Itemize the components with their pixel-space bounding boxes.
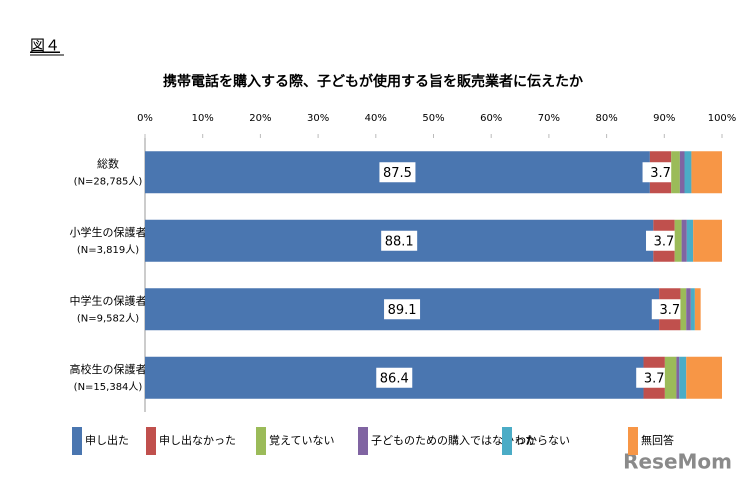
legend-swatch — [72, 427, 82, 455]
data-label-box — [384, 299, 421, 320]
data-label-box — [379, 162, 416, 183]
watermark: ReseMom — [623, 450, 732, 474]
data-label: 3.7 — [644, 371, 665, 386]
data-label: 89.1 — [388, 303, 417, 318]
legend-swatch — [358, 427, 368, 455]
bar-segment — [671, 151, 680, 194]
bar-segment — [676, 356, 680, 399]
x-tick-label: 40% — [365, 113, 387, 124]
data-label: 86.4 — [380, 371, 409, 386]
data-label: 3.7 — [654, 234, 675, 249]
y-tick-note: (N=3,819人) — [77, 244, 139, 256]
bar-segment — [679, 356, 687, 399]
data-label-box — [376, 367, 413, 388]
x-tick-label: 10% — [192, 113, 214, 124]
bar-segment — [681, 219, 687, 262]
data-label: 88.1 — [385, 234, 414, 249]
legend-label: 覚えていない — [269, 434, 334, 447]
bar-segment — [664, 356, 677, 399]
y-tick-note: (N=15,384人) — [74, 381, 143, 393]
legend-swatch — [502, 427, 512, 455]
y-tick-note: (N=9,582人) — [77, 312, 139, 324]
x-tick-label: 60% — [480, 113, 502, 124]
data-label-box — [636, 367, 673, 388]
legend-swatch — [256, 427, 266, 455]
bar-segment — [680, 288, 687, 331]
x-tick-label: 90% — [653, 113, 675, 124]
y-tick-label: 総数 — [97, 156, 119, 170]
legend-label: 子どものための購入ではなかった — [371, 433, 536, 447]
data-label-box — [646, 230, 683, 251]
bar-segment — [694, 288, 701, 331]
legend-swatch — [146, 427, 156, 455]
bar-segment — [684, 151, 692, 194]
x-tick-label: 100% — [708, 113, 737, 124]
bar-segment — [686, 219, 694, 262]
bar-segment — [693, 219, 722, 262]
legend-label: わからない — [515, 434, 570, 447]
bar-segment — [674, 219, 682, 262]
x-tick-label: 70% — [538, 113, 560, 124]
bar-segment — [691, 151, 722, 194]
legend-label: 申し出なかった — [159, 433, 236, 447]
legend-label: 申し出た — [85, 433, 129, 447]
y-tick-note: (N=28,785人) — [74, 175, 143, 187]
x-tick-label: 0% — [137, 113, 153, 124]
legend-swatch — [628, 427, 638, 455]
bar-segment — [686, 356, 722, 399]
bar-segment — [686, 288, 691, 331]
x-tick-label: 50% — [422, 113, 444, 124]
data-label-box — [642, 162, 679, 183]
bar-segment — [690, 288, 695, 331]
x-tick-label: 80% — [595, 113, 617, 124]
data-label-box — [651, 299, 688, 320]
y-tick-label: 小学生の保護者 — [70, 225, 147, 239]
x-tick-label: 20% — [249, 113, 271, 124]
legend-label: 無回答 — [641, 433, 674, 447]
data-label: 3.7 — [659, 303, 680, 318]
data-label: 87.5 — [383, 166, 412, 181]
data-label-box — [381, 230, 418, 251]
figure-label: 図４ — [30, 37, 60, 55]
bar-segment — [679, 151, 685, 194]
x-tick-label: 30% — [307, 113, 329, 124]
y-tick-label: 中学生の保護者 — [70, 293, 147, 307]
y-tick-label: 高校生の保護者 — [70, 362, 147, 376]
chart-title: 携帯電話を購入する際、子どもが使用する旨を販売業者に伝えたか — [163, 73, 583, 90]
data-label: 3.7 — [650, 166, 671, 181]
